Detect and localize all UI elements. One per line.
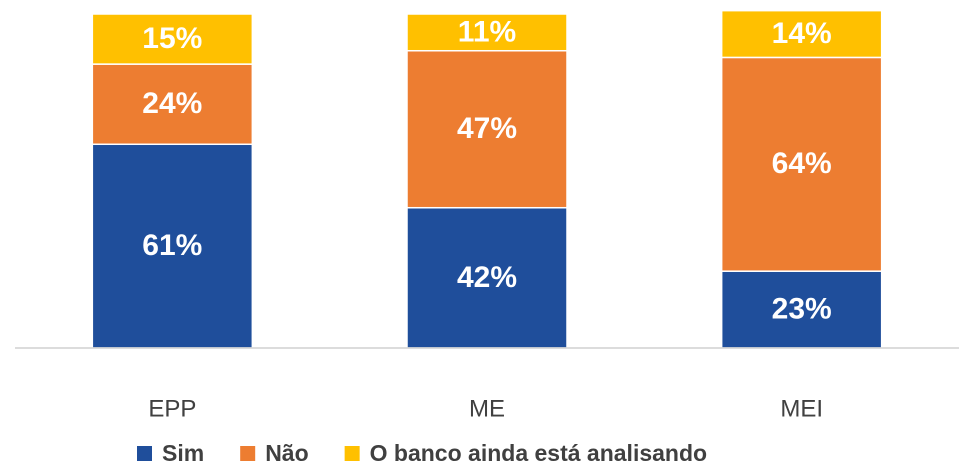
legend-label: Sim xyxy=(162,440,204,466)
legend-swatch xyxy=(240,446,256,461)
bar-segment xyxy=(406,49,568,209)
x-tick-label: ME xyxy=(469,395,505,422)
data-label: 23% xyxy=(772,293,832,326)
data-label: 15% xyxy=(142,22,202,55)
data-label: 24% xyxy=(142,87,202,120)
data-label: 42% xyxy=(457,261,517,294)
bar-segment xyxy=(406,13,568,52)
data-label: 64% xyxy=(772,147,832,180)
data-label: 61% xyxy=(142,229,202,262)
bar-segment xyxy=(720,56,883,272)
data-label: 47% xyxy=(457,112,517,145)
x-tick-label: MEI xyxy=(780,395,823,422)
legend-label: O banco ainda está analisando xyxy=(370,440,707,466)
bar-segment xyxy=(91,13,254,65)
x-tick-label: EPP xyxy=(148,395,196,422)
bar-segment xyxy=(91,63,254,146)
bar-segment xyxy=(720,9,883,59)
legend-label: Não xyxy=(265,440,308,466)
data-label: 14% xyxy=(772,17,832,50)
data-label: 11% xyxy=(458,15,516,48)
legend-swatch xyxy=(137,446,152,461)
bar-segment xyxy=(406,206,568,349)
bar-segment xyxy=(91,143,254,349)
legend-swatch xyxy=(344,446,360,461)
